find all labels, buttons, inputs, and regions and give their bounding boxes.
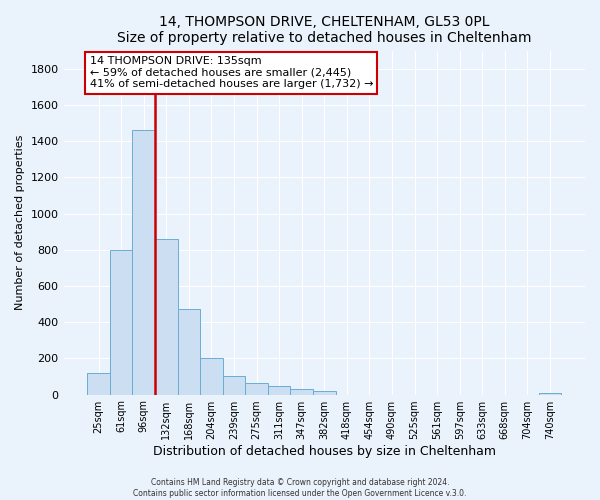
Bar <box>268 386 290 394</box>
Bar <box>245 383 268 394</box>
Bar <box>200 358 223 394</box>
Title: 14, THOMPSON DRIVE, CHELTENHAM, GL53 0PL
Size of property relative to detached h: 14, THOMPSON DRIVE, CHELTENHAM, GL53 0PL… <box>117 15 532 45</box>
Y-axis label: Number of detached properties: Number of detached properties <box>15 135 25 310</box>
Bar <box>223 376 245 394</box>
Bar <box>539 393 561 394</box>
Bar <box>178 308 200 394</box>
Bar <box>110 250 133 394</box>
Bar <box>290 389 313 394</box>
Bar <box>87 373 110 394</box>
Text: Contains HM Land Registry data © Crown copyright and database right 2024.
Contai: Contains HM Land Registry data © Crown c… <box>133 478 467 498</box>
X-axis label: Distribution of detached houses by size in Cheltenham: Distribution of detached houses by size … <box>153 444 496 458</box>
Bar <box>155 239 178 394</box>
Bar <box>313 391 335 394</box>
Bar <box>133 130 155 394</box>
Text: 14 THOMPSON DRIVE: 135sqm
← 59% of detached houses are smaller (2,445)
41% of se: 14 THOMPSON DRIVE: 135sqm ← 59% of detac… <box>89 56 373 89</box>
